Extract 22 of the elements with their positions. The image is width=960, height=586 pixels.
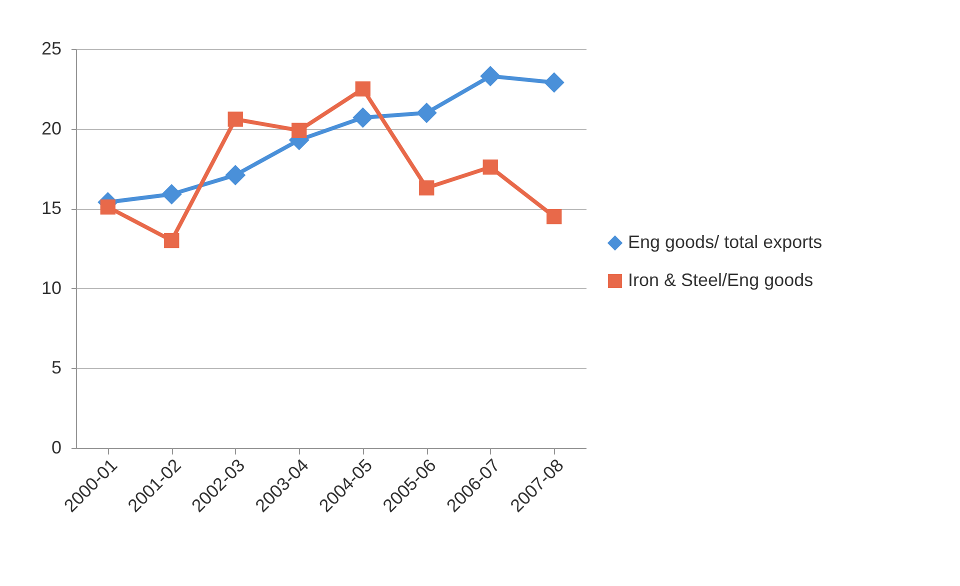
y-tick-label: 25: [41, 38, 62, 58]
point: [480, 66, 501, 86]
y-tick-label: 20: [41, 118, 62, 138]
legend-label: Iron & Steel/Eng goods: [628, 270, 814, 290]
point: [225, 164, 246, 186]
point: [292, 122, 307, 138]
y-tick-label: 15: [41, 198, 62, 218]
y-tick-label: 5: [51, 358, 62, 378]
point: [100, 199, 116, 215]
point: [482, 160, 498, 175]
legend-label: Eng goods/ total exports: [628, 232, 822, 252]
point: [355, 81, 370, 96]
y-tick-label: 0: [51, 438, 62, 458]
point: [544, 72, 564, 93]
point: [228, 112, 243, 127]
point: [161, 184, 182, 204]
point: [546, 208, 562, 224]
point: [419, 180, 434, 196]
point: [164, 232, 180, 248]
y-tick-label: 10: [41, 278, 62, 298]
point: [352, 107, 374, 128]
point: [416, 102, 437, 124]
